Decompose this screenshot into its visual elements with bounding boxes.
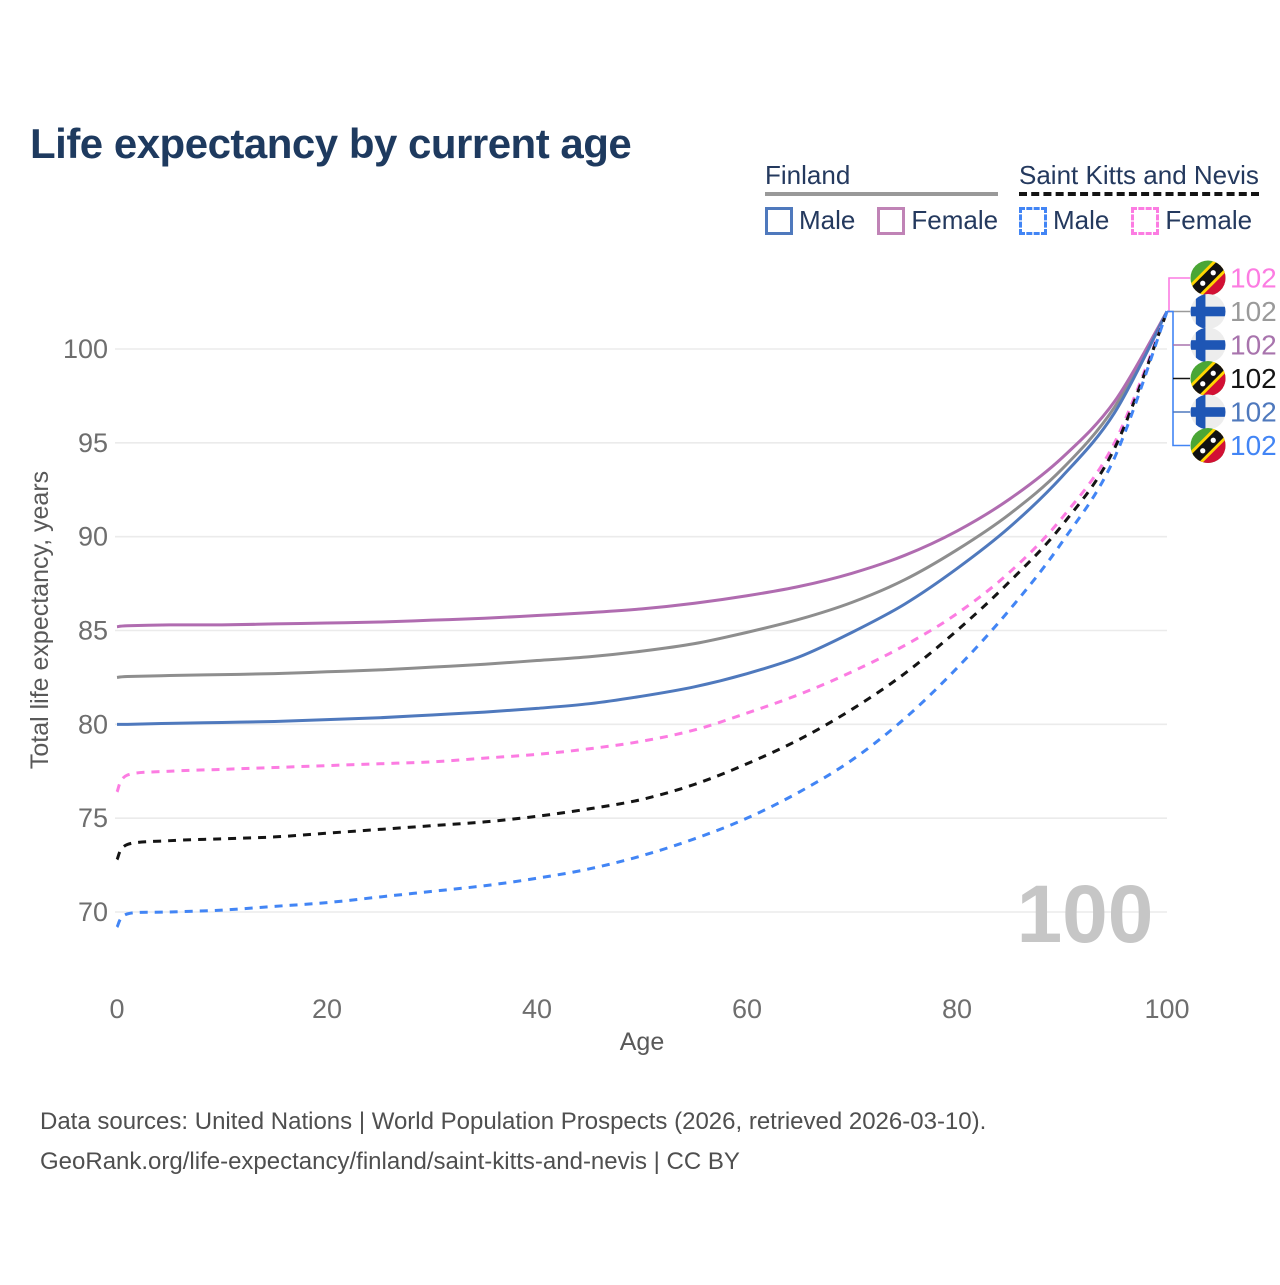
finland-flag-icon [1190,394,1226,430]
end-value-label: 102 [1230,296,1277,327]
series-finland-female [116,310,1169,629]
series-finland-male [116,310,1169,726]
end-value-label: 102 [1230,363,1277,394]
gridlines: 70 75 80 85 90 95 100 [63,334,1167,927]
legend-group-finland: Finland Male Female [765,160,999,236]
series-saint-kitts-and-nevis-female [115,310,1169,793]
data-sources-note: Data sources: United Nations | World Pop… [40,1108,987,1135]
legend-group-title: Finland [765,160,851,190]
y-tick-label: 100 [63,334,108,364]
legend-item-finland-female[interactable]: Female [877,205,998,236]
axes: 0 20 40 60 80 100 Age Total life expectancy, ye… [26,471,1190,1056]
series-lines [115,310,1169,928]
saint-kitts-and-nevis-flag-icon [1190,361,1226,396]
attribution-note: GeoRank.org/life-expectancy/finland/sain… [40,1148,740,1175]
x-tick-label: 80 [942,994,972,1024]
end-value-label: 102 [1230,430,1277,461]
x-tick-label: 60 [732,994,762,1024]
leader-lines [1167,277,1190,447]
checkbox-swatch[interactable] [765,206,793,235]
checkbox-swatch[interactable] [877,206,906,235]
checkbox-swatch[interactable] [1019,206,1047,235]
finland-flag-icon [1190,294,1226,329]
series-saint-kitts-and-nevis-all [115,310,1169,861]
y-tick-label: 95 [78,428,108,458]
legend-item-skn-male[interactable]: Male [1019,205,1109,236]
finland-flag-icon [1190,327,1226,363]
saint-kitts-and-nevis-flag-icon [1190,260,1226,296]
x-tick-label: 20 [312,994,342,1024]
series-finland-all [116,310,1169,679]
legend-group-saint-kitts-and-nevis: Saint Kitts and Nevis Male Female [1019,161,1259,236]
page-title: Life expectancy by current age [30,120,632,168]
x-tick-label: 0 [109,994,124,1024]
y-axis-label: Total life expectancy, years [26,471,54,769]
checkbox-swatch[interactable] [1131,206,1160,235]
x-axis-label: Age [620,1028,664,1056]
series-saint-kitts-and-nevis-male [115,310,1169,928]
end-value-label: 102 [1230,263,1277,294]
x-tick-label: 100 [1144,994,1189,1024]
y-tick-label: 90 [78,522,108,552]
y-tick-label: 70 [78,897,108,927]
y-tick-label: 85 [78,615,108,645]
legend-item-skn-female[interactable]: Female [1131,205,1252,236]
y-tick-label: 80 [78,709,108,739]
legend-line-sample-solid [765,192,999,196]
saint-kitts-and-nevis-flag-icon [1190,428,1226,463]
y-tick-label: 75 [78,803,108,833]
legend-item-finland-male[interactable]: Male [765,205,855,236]
legend-group-title: Saint Kitts and Nevis [1019,160,1259,190]
legend: Finland Male Female Saint Kitts and Nevi… [0,161,1280,241]
age-watermark: 100 [1017,869,1154,960]
end-value-label: 102 [1230,330,1277,361]
x-tick-label: 40 [522,994,552,1024]
legend-line-sample-dashed [1019,192,1259,196]
end-value-label: 102 [1230,397,1277,428]
